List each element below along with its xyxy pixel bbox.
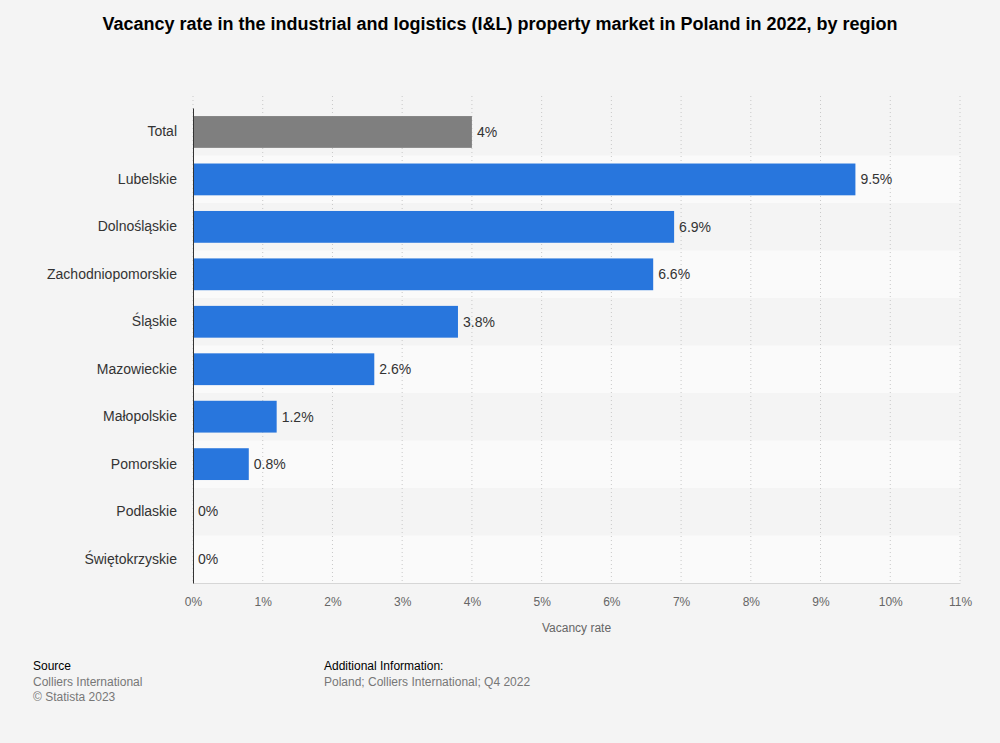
y-tick-label: Zachodniopomorskie xyxy=(47,266,177,282)
additional-info-heading: Additional Information: xyxy=(324,659,443,673)
x-tick-label: 6% xyxy=(603,595,621,609)
y-tick: Małopolskie xyxy=(103,408,193,424)
x-tick-label: 0% xyxy=(185,595,203,609)
row-stripe xyxy=(193,536,960,584)
x-tick: 9% xyxy=(812,583,830,609)
source-line: © Statista 2023 xyxy=(33,690,116,704)
data-label: 6.9% xyxy=(679,219,711,235)
data-label: 6.6% xyxy=(658,266,690,282)
bar xyxy=(193,258,653,290)
row-stripe xyxy=(193,156,960,204)
grid-line xyxy=(960,96,961,583)
x-axis-title: Vacancy rate xyxy=(542,621,611,635)
data-label: 0.8% xyxy=(254,456,286,472)
row-stripe xyxy=(193,346,960,394)
grid xyxy=(193,96,960,583)
source-line: Colliers International xyxy=(33,675,142,689)
x-axis-line xyxy=(194,583,961,584)
bar xyxy=(193,401,277,433)
bar xyxy=(193,164,855,196)
row-stripe xyxy=(193,441,960,489)
background xyxy=(0,0,1000,743)
y-tick-label: Lubelskie xyxy=(118,171,177,187)
chart: Vacancy rate in the industrial and logis… xyxy=(0,0,1000,743)
x-tick: 7% xyxy=(673,583,691,609)
y-tick: Świętokrzyskie xyxy=(84,550,193,567)
y-tick-label: Pomorskie xyxy=(111,456,177,472)
x-tick-label: 9% xyxy=(812,595,830,609)
y-tick: Podlaskie xyxy=(116,503,193,519)
data-label: 9.5% xyxy=(860,171,892,187)
additional-info-line: Poland; Colliers International; Q4 2022 xyxy=(324,675,530,689)
x-tick-label: 1% xyxy=(255,595,273,609)
data-label: 0% xyxy=(198,503,218,519)
y-tick: Lubelskie xyxy=(118,171,193,187)
x-tick: 2% xyxy=(324,583,342,609)
y-tick: Zachodniopomorskie xyxy=(47,266,193,282)
y-tick: Śląskie xyxy=(132,312,193,329)
data-label: 2.6% xyxy=(379,361,411,377)
y-tick: Mazowieckie xyxy=(97,361,193,377)
y-tick-label: Mazowieckie xyxy=(97,361,177,377)
x-tick: 4% xyxy=(464,583,482,609)
data-labels: 4% 9.5% 6.9% 6.6% 3.8% 2.6% 1.2% 0.8% 0% 0% xyxy=(198,124,892,567)
y-tick: Total xyxy=(147,123,193,139)
grid-line xyxy=(890,96,891,583)
grid-line xyxy=(193,96,194,583)
y-tick-label: Total xyxy=(147,123,177,139)
bar xyxy=(193,211,674,243)
bar xyxy=(193,448,249,480)
y-tick: Dolnośląskie xyxy=(98,218,193,234)
data-label: 3.8% xyxy=(463,314,495,330)
row-stripes xyxy=(193,156,960,584)
y-tick-label: Małopolskie xyxy=(103,408,177,424)
x-tick: 3% xyxy=(394,583,412,609)
y-tick-label: Świętokrzyskie xyxy=(84,550,177,567)
y-axis-line xyxy=(193,109,194,584)
data-label: 1.2% xyxy=(282,409,314,425)
title: Vacancy rate in the industrial and logis… xyxy=(102,14,897,34)
row-stripe xyxy=(193,251,960,299)
bar xyxy=(193,353,374,385)
x-tick: 8% xyxy=(743,583,761,609)
y-tick: Pomorskie xyxy=(111,456,193,472)
additional-info: Additional Information: Poland; Colliers … xyxy=(324,659,530,689)
x-tick: 6% xyxy=(603,583,621,609)
x-tick-label: 4% xyxy=(464,595,482,609)
x-axis: 0% 1% 2% 3% 4% 5% 6% 7% 8% 9% 10% 11% xyxy=(185,583,973,609)
x-tick: 10% xyxy=(879,583,903,609)
x-tick: 0% xyxy=(185,583,203,609)
x-tick-label: 8% xyxy=(743,595,761,609)
bars xyxy=(193,116,855,480)
bar xyxy=(193,306,458,338)
x-tick-label: 2% xyxy=(324,595,342,609)
data-label: 0% xyxy=(198,551,218,567)
source-heading: Source xyxy=(33,659,71,673)
source: Source Colliers International© Statista 2… xyxy=(33,659,142,704)
bar xyxy=(193,116,472,148)
x-tick: 5% xyxy=(533,583,551,609)
y-tick-label: Podlaskie xyxy=(116,503,177,519)
x-tick-label: 3% xyxy=(394,595,412,609)
y-tick-label: Śląskie xyxy=(132,312,177,329)
x-tick-label: 11% xyxy=(949,595,972,609)
x-tick-label: 5% xyxy=(533,595,551,609)
y-tick-label: Dolnośląskie xyxy=(98,218,178,234)
x-tick: 1% xyxy=(255,583,273,609)
x-tick-label: 10% xyxy=(879,595,903,609)
x-tick-label: 7% xyxy=(673,595,691,609)
x-tick: 11% xyxy=(949,583,972,609)
y-axis: Total Lubelskie Dolnośląskie Zachodniopomor… xyxy=(47,109,193,584)
data-label: 4% xyxy=(477,124,497,140)
